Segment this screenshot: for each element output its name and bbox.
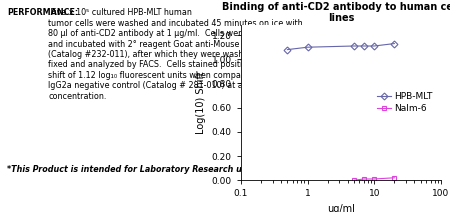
Nalm-6 [372,178,377,180]
HPB-MLT [392,42,397,45]
Y-axis label: Log(10) Shift: Log(10) Shift [196,71,206,134]
HPB-MLT [305,46,310,49]
Nalm-6 [351,179,357,181]
HPB-MLT [351,45,357,47]
Text: PERFORMANCE:: PERFORMANCE: [7,8,78,17]
X-axis label: ug/ml: ug/ml [327,204,355,212]
Nalm-6 [361,178,367,180]
HPB-MLT [285,48,290,51]
HPB-MLT [372,45,377,47]
Legend: HPB-MLT, Nalm-6: HPB-MLT, Nalm-6 [374,89,436,117]
Line: Nalm-6: Nalm-6 [352,175,397,183]
Nalm-6 [392,177,397,179]
Text: Five x 10⁵ cultured HPB-MLT human
tumor cells were washed and incubated 45 minut: Five x 10⁵ cultured HPB-MLT human tumor … [49,8,305,101]
Line: HPB-MLT: HPB-MLT [285,41,397,52]
Title: Binding of anti-CD2 antibody to human cell
lines: Binding of anti-CD2 antibody to human ce… [222,2,450,23]
Text: *This Product is intended for Laboratory Research use only.: *This Product is intended for Laboratory… [7,165,276,174]
HPB-MLT [361,45,367,47]
